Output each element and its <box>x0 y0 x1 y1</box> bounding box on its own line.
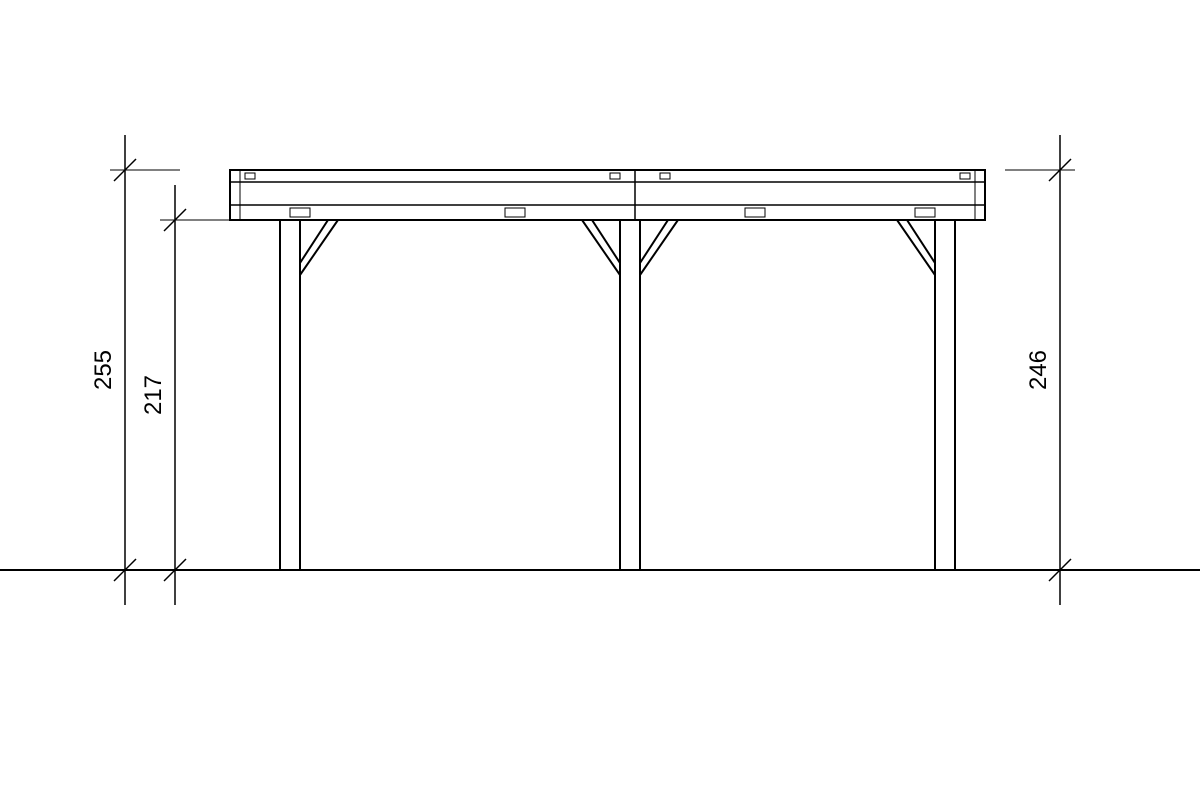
dim-right: 246 <box>1005 135 1075 605</box>
dimension-label: 255 <box>90 350 117 390</box>
dimension-label: 246 <box>1025 350 1052 390</box>
dim-left-inner: 217 <box>140 185 230 605</box>
dimension-label: 217 <box>140 375 167 415</box>
dim-left-outer: 255 <box>90 135 180 605</box>
